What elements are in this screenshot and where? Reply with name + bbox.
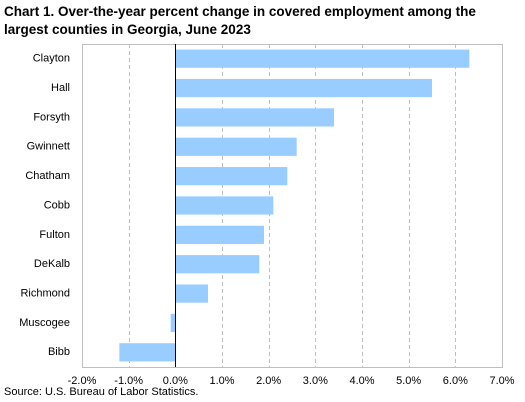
bar-fulton	[175, 225, 264, 244]
chart-title: Chart 1. Over-the-year percent change in…	[4, 4, 476, 37]
bar-clayton	[175, 49, 470, 68]
x-tick-label: 3.0%	[303, 375, 328, 387]
category-label: Fulton	[39, 229, 70, 241]
plot-area-border	[82, 44, 503, 368]
category-label: Chatham	[25, 170, 70, 182]
category-label: Clayton	[33, 53, 70, 65]
x-tick-label: 0.0%	[163, 375, 188, 387]
category-label: Bibb	[48, 346, 70, 358]
category-label: Forsyth	[33, 111, 70, 123]
source-note: Source: U.S. Bureau of Labor Statistics.	[4, 386, 199, 398]
x-tick-label: 7.0%	[489, 375, 514, 387]
x-tick-label: 1.0%	[209, 375, 234, 387]
x-tick-label: 6.0%	[443, 375, 468, 387]
bar-richmond	[175, 284, 208, 303]
bar-muscogee	[170, 313, 176, 333]
bar-chatham	[175, 167, 288, 186]
category-label: Hall	[51, 82, 70, 94]
bar-dekalb	[175, 255, 260, 274]
bar-bibb	[119, 343, 176, 362]
x-tick-label: 4.0%	[349, 375, 374, 387]
x-tick-label: 2.0%	[256, 375, 281, 387]
category-label: Richmond	[20, 287, 70, 299]
bar-forsyth	[175, 108, 334, 127]
x-tick-label: 5.0%	[396, 375, 421, 387]
category-label: Cobb	[44, 199, 70, 211]
bar-cobb	[175, 196, 274, 215]
x-tick-label: -2.0%	[68, 375, 97, 387]
category-label: DeKalb	[34, 258, 70, 270]
bar-hall	[175, 78, 433, 98]
x-tick-label: -1.0%	[114, 375, 143, 387]
bar-gwinnett	[175, 137, 297, 156]
category-label: Gwinnett	[27, 141, 70, 153]
category-label: Muscogee	[19, 317, 70, 329]
